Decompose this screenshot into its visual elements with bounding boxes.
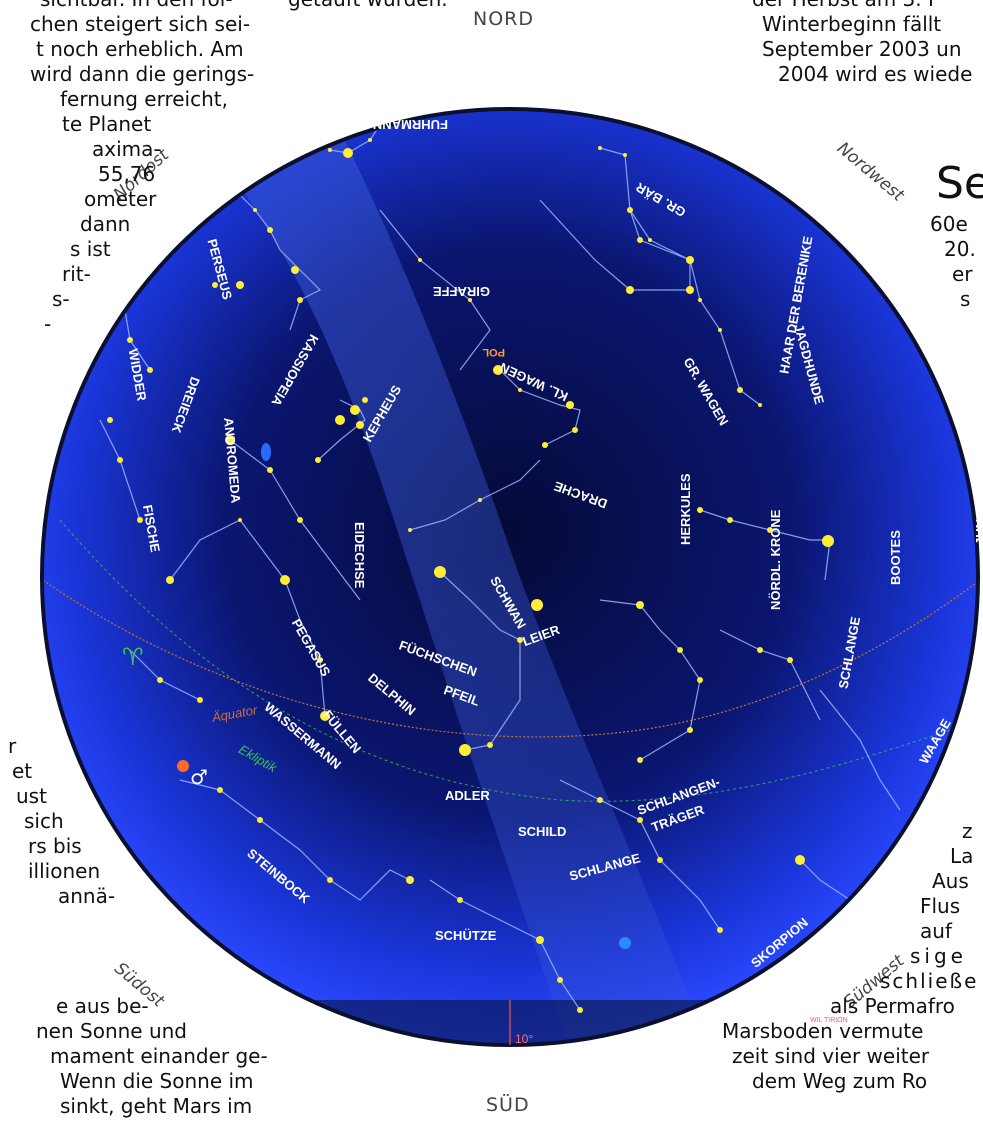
text-left-8: ometer [84,187,157,211]
label-noerdl: NÖRDL. KRONE [768,509,783,610]
mars-planet [177,760,189,772]
signature: WIL TIRION [810,1017,848,1024]
ten-degrees-label: 10° [515,1032,533,1046]
label-herkules: HERKULES [678,473,693,545]
text-left-lower-1: et [12,759,33,783]
text-right-lower-10: dem Weg zum Ro [752,1069,928,1093]
andromeda-galaxy [261,443,271,461]
text-left-4: fernung erreicht, [60,87,228,111]
text-left-0: sichtbar. In den fol- [40,0,233,11]
text-right-lower-4: auf [920,919,952,943]
text-left-13: - [44,312,52,336]
label-adler: ADLER [445,788,490,803]
stars [107,109,853,1013]
text-left-lower-5: illionen [28,859,101,883]
label-jungfrau: JUNGFRAU [973,473,983,545]
text-left-11: rit- [62,262,91,286]
text-right-lower-7: als Permafro [830,994,955,1018]
text-bottom-left-3: Wenn die Sonne im [60,1069,254,1093]
text-right-lower-0: z [962,819,973,843]
text-right-upper-0: Se [936,158,983,209]
text-right-lower-6: schließe [880,969,979,993]
text-left-9: dann [80,212,131,236]
text-right-lower-9: zeit sind vier weiter [732,1044,930,1068]
north-label: NORD [473,8,534,30]
text-left-3: wird dann die gerings- [30,62,255,86]
mars-symbol: ♂ [190,765,208,789]
text-left-lower-2: ust [16,784,47,808]
label-schild: SCHILD [518,824,566,839]
aries-symbol: ♈ [122,643,144,671]
text-right-upper-4: s [960,287,971,311]
text-top-right-1: Winterbeginn fällt [762,12,942,36]
label-giraffe: GIRAFFE [433,284,490,299]
text-left-5: te Planet [62,112,152,136]
milky-way [220,110,720,1045]
text-left-2: t noch erheblich. Am [36,37,244,61]
text-left-12: s- [52,287,70,311]
text-top-right-2: September 2003 un [762,37,962,61]
text-left-lower-4: rs bis [28,834,82,858]
text-right-lower-8: Marsboden vermute [722,1019,924,1043]
south-label: SÜD [486,1094,530,1116]
label-bootes: BOOTES [888,530,903,585]
text-left-1: chen steigert sich sei- [30,12,251,36]
label-eidechse: EIDECHSE [352,522,367,589]
text-right-lower-5: sige [910,944,967,968]
text-right-lower-2: Aus [932,869,969,893]
text-left-lower-6: annä- [58,884,116,908]
text-left-lower-0: r [8,734,17,758]
text-left-6: axima- [92,137,161,161]
text-right-lower-3: Flus [920,894,961,918]
text-right-lower-1: La [950,844,974,868]
text-top-right-0: der Herbst am 3. I [752,0,934,11]
text-bottom-left-2: mament einander ge- [50,1044,268,1068]
label-fuhrmann: FUHRMANN [373,117,448,132]
text-right-upper-2: 20. [944,237,976,261]
text-bottom-left-0: e aus be- [56,994,149,1018]
text-bottom-left-1: nen Sonne und [36,1019,188,1043]
text-left-7: 55,76 [98,162,156,186]
text-top-center: getauft wurden. [288,0,448,11]
text-left-10: s ist [70,237,111,261]
text-left-lower-3: sich [24,809,64,833]
equator-line [42,577,978,738]
text-right-upper-1: 60e [930,212,968,236]
nebula-blue [619,937,631,949]
text-right-upper-3: er [952,262,973,286]
label-schuetze: SCHÜTZE [435,928,497,943]
label-pol: POL [482,346,505,358]
text-top-right-3: 2004 wird es wiede [778,62,973,86]
ecliptic-line [59,519,978,802]
text-bottom-left-4: sinkt, geht Mars im [60,1094,253,1118]
